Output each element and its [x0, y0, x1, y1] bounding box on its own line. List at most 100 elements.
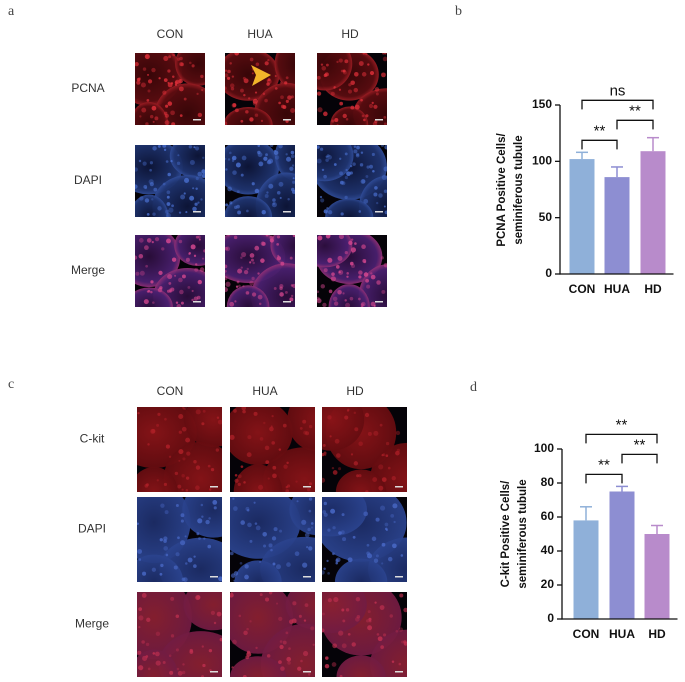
cell	[163, 539, 167, 543]
cell	[135, 255, 138, 260]
cell	[146, 73, 150, 76]
cell	[137, 412, 140, 415]
cell	[356, 614, 361, 619]
cell	[381, 72, 386, 78]
cell	[242, 674, 247, 677]
cell	[279, 529, 283, 533]
cell	[241, 155, 247, 161]
cell	[235, 162, 241, 168]
cell	[260, 258, 265, 263]
cell	[331, 466, 335, 470]
cell	[286, 156, 292, 162]
cell	[225, 281, 231, 287]
cell	[234, 205, 238, 210]
cell	[265, 153, 268, 157]
cell	[286, 461, 289, 465]
cell	[381, 53, 386, 55]
cell	[352, 535, 356, 539]
cell	[292, 601, 297, 606]
cell	[175, 614, 180, 619]
error-bar	[580, 506, 592, 521]
micrograph	[317, 235, 387, 307]
cell	[383, 205, 386, 208]
cell	[140, 82, 146, 88]
cell	[225, 264, 228, 269]
cell	[327, 598, 332, 603]
cell	[174, 83, 178, 86]
cell	[358, 210, 362, 213]
scale-bar	[210, 486, 218, 488]
row-label: C-kit	[80, 432, 105, 446]
cell	[286, 656, 292, 662]
cell	[244, 564, 249, 569]
cell	[243, 269, 249, 275]
micrograph	[135, 235, 205, 307]
cell	[146, 238, 152, 243]
cell	[232, 497, 235, 500]
cell	[317, 298, 322, 304]
cell	[260, 241, 266, 246]
cell	[332, 296, 338, 302]
cell	[165, 209, 170, 214]
cell	[391, 660, 395, 663]
cell	[178, 239, 183, 244]
cell	[379, 423, 383, 427]
bar	[644, 534, 670, 619]
cell	[317, 158, 322, 164]
cell	[216, 416, 220, 420]
cell	[180, 540, 186, 546]
cell	[138, 253, 144, 259]
tubule	[175, 53, 205, 86]
cell	[330, 276, 337, 282]
cell	[392, 543, 397, 549]
cell	[274, 87, 278, 90]
cell	[179, 62, 184, 67]
cell	[163, 55, 169, 61]
cell	[383, 115, 387, 119]
tubule	[233, 464, 283, 492]
cell	[257, 150, 261, 155]
cell	[185, 562, 188, 565]
cell	[234, 478, 239, 483]
cell	[166, 195, 170, 199]
cell	[195, 409, 201, 415]
cell	[342, 69, 346, 73]
cell	[322, 443, 326, 447]
cell	[284, 81, 288, 85]
cell	[215, 448, 220, 452]
cell	[225, 157, 227, 161]
column-label: HUA	[252, 384, 277, 398]
cell	[169, 670, 174, 675]
cell	[264, 61, 269, 66]
cell	[208, 517, 211, 520]
cell	[292, 235, 295, 238]
cell	[342, 70, 347, 75]
cell	[377, 636, 383, 642]
cell	[327, 528, 331, 532]
cell	[370, 274, 376, 280]
cell	[177, 57, 181, 61]
cell	[241, 407, 247, 411]
y-tick-label: 100	[534, 441, 554, 455]
cell	[198, 537, 201, 540]
cell	[353, 145, 357, 149]
micrograph-content	[317, 235, 387, 307]
cell	[344, 415, 349, 420]
cell	[378, 485, 384, 491]
cell	[229, 151, 232, 155]
cell	[320, 284, 326, 289]
cell	[272, 198, 276, 202]
cell	[177, 536, 180, 540]
cell	[210, 467, 215, 472]
cell	[246, 452, 252, 458]
significance-bracket	[621, 453, 658, 464]
cell	[142, 161, 147, 166]
cell	[246, 209, 249, 213]
cell	[162, 90, 167, 95]
cell	[267, 79, 272, 84]
cell	[191, 289, 194, 293]
cell	[333, 85, 336, 89]
cell	[346, 275, 349, 278]
cell	[200, 198, 203, 201]
cell	[323, 512, 328, 517]
